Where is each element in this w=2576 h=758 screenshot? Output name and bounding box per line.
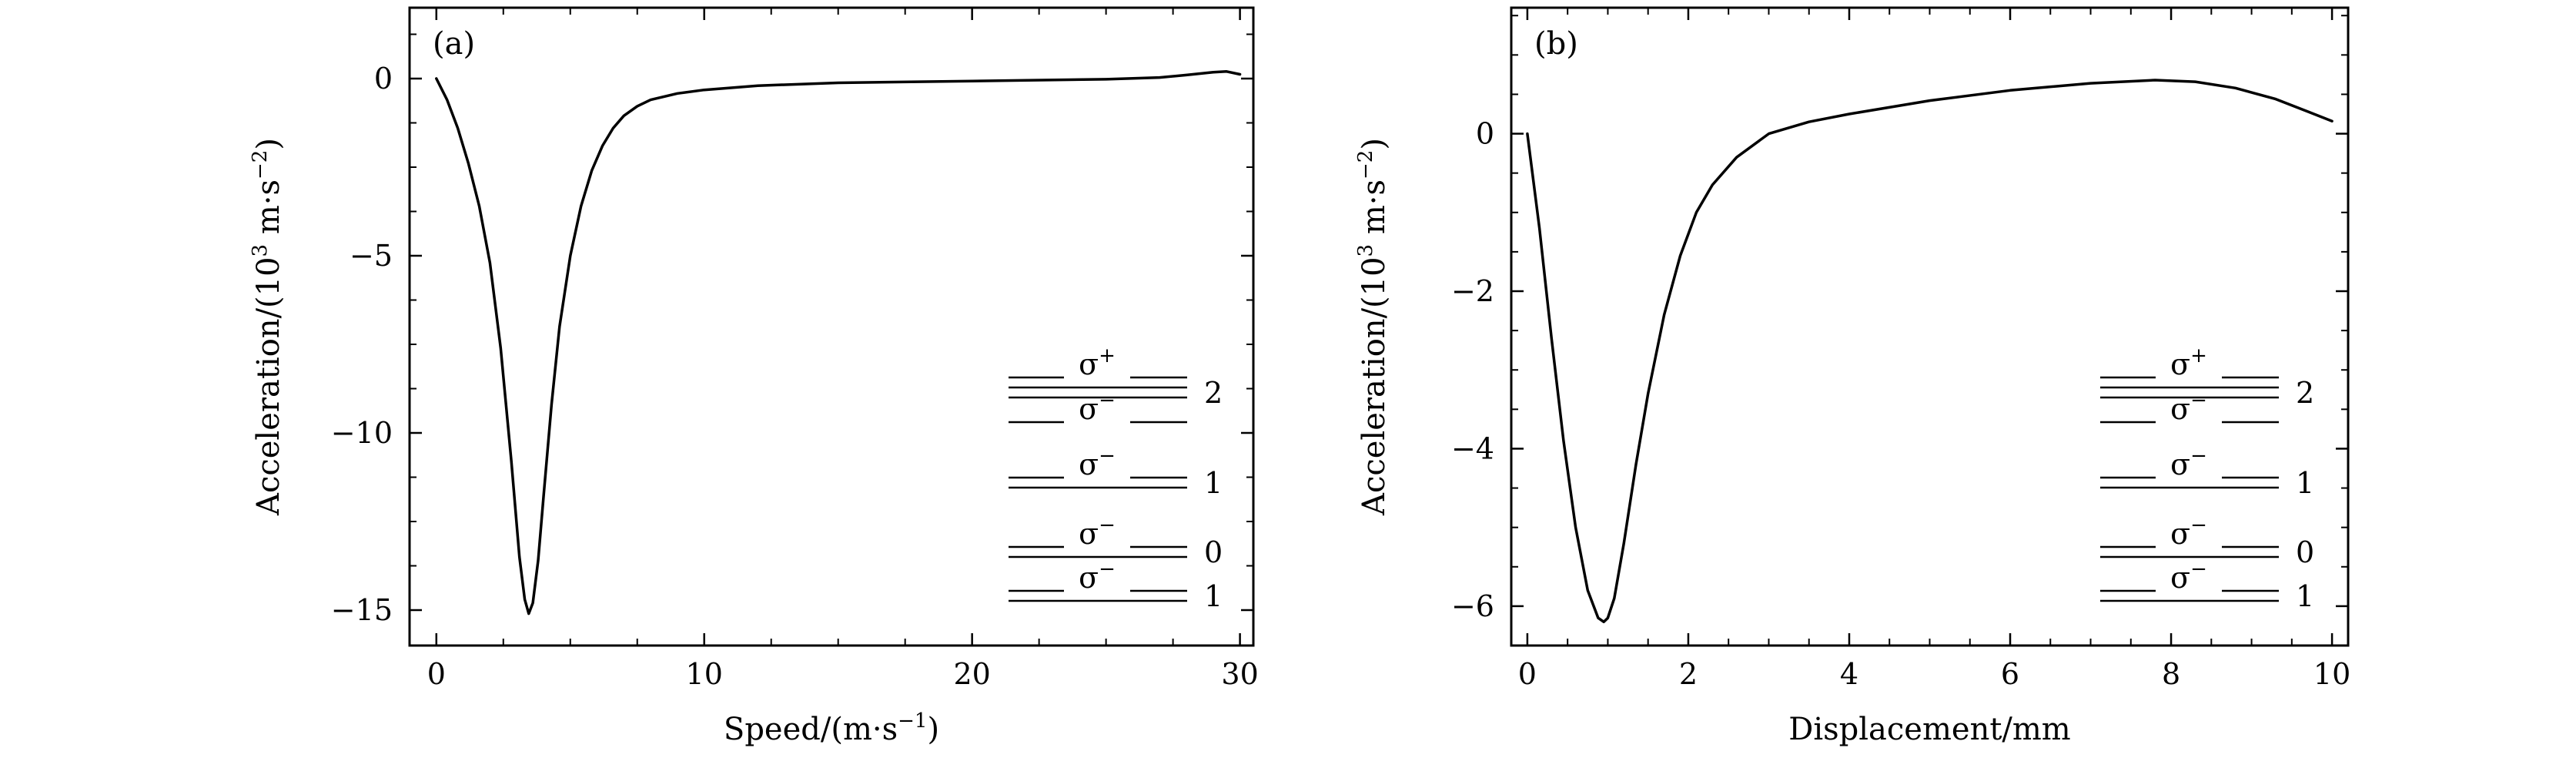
x-tick-label: 4: [1840, 657, 1858, 691]
x-axis-label-sup: −1: [898, 709, 927, 733]
legend-sigma: σ: [2170, 517, 2190, 551]
panel-label: (a): [433, 26, 475, 62]
legend-level-number: 0: [1204, 535, 1223, 569]
plot-frame: [408, 6, 1255, 647]
y-tick-label: 0: [374, 62, 393, 96]
legend-sigma: σ: [1079, 392, 1099, 426]
y-axis-label-sup: 3: [249, 244, 272, 257]
y-axis-label-unit: m·s: [1357, 179, 1392, 244]
legend-entry: σ− 1: [1009, 558, 1223, 613]
level-legend: σ+2σ−σ−1σ−0σ−1: [2100, 344, 2314, 613]
y-tick-label: −2: [1451, 274, 1494, 308]
legend-sigma-label: σ−: [1079, 444, 1116, 481]
legend-level-number: 1: [1204, 579, 1223, 613]
plot-frame: [1510, 6, 2350, 647]
legend-sigma: σ: [2170, 561, 2190, 595]
legend-level-number: 2: [1204, 376, 1223, 410]
series-line: [435, 70, 1242, 615]
y-axis-label: Acceleration/(103 m·s−2): [1354, 138, 1392, 516]
y-axis-label-sup2: −2: [1354, 150, 1377, 179]
x-tick-label: 10: [2313, 657, 2350, 691]
y-axis-label: Acceleration/(103 m·s−2): [249, 138, 286, 516]
y-tick-label: −5: [350, 239, 393, 273]
legend-entry: σ− 1: [2100, 444, 2314, 500]
legend-sigma-label: σ−: [1079, 514, 1116, 551]
legend-entry: σ+2: [1009, 344, 1223, 410]
legend-sigma-sup: −: [1099, 514, 1116, 537]
legend-sigma: σ: [2170, 392, 2190, 426]
series-line: [1526, 79, 2333, 624]
y-axis-label-text: Acceleration/(10: [251, 257, 286, 516]
legend-sigma: σ: [2170, 347, 2190, 381]
x-tick-label: 2: [1679, 657, 1698, 691]
legend-entry: σ−: [1009, 389, 1187, 426]
y-axis-label-suffix: ): [251, 138, 286, 150]
legend-entry: σ− 1: [2100, 558, 2314, 613]
legend-entry: σ+2: [2100, 344, 2314, 410]
legend-sigma-sup: +: [2190, 344, 2207, 367]
legend-sigma-sup: −: [1099, 558, 1116, 581]
y-axis-label-sup: 3: [1354, 244, 1377, 257]
legend-sigma-sup: +: [1099, 344, 1116, 367]
legend-sigma-label: σ−: [1079, 558, 1116, 595]
y-axis-label-unit: m·s: [251, 179, 286, 244]
chart-panel-a: 0 10 20 300−5−10−15(a)Speed/(m·s−1)Accelera…: [249, 6, 1259, 747]
legend-sigma-label: σ−: [2170, 514, 2207, 551]
legend-sigma-sup: −: [2190, 514, 2207, 537]
legend-sigma-sup: −: [2190, 389, 2207, 412]
y-axis-label-sup2: −2: [249, 150, 272, 179]
legend-sigma-label: σ+: [1079, 344, 1116, 381]
legend-sigma-label: σ+: [2170, 344, 2207, 381]
legend-sigma-sup: −: [1099, 389, 1116, 412]
legend-level-number: 1: [1204, 466, 1223, 500]
y-tick-label: −15: [331, 593, 393, 627]
x-tick-label: 20: [953, 657, 990, 691]
legend-sigma-label: σ−: [1079, 389, 1116, 426]
legend-entry: σ− 1: [1009, 444, 1223, 500]
legend-level-number: 1: [2296, 466, 2314, 500]
legend-sigma-sup: −: [2190, 444, 2207, 468]
level-legend: σ+2σ−σ−1σ−0σ−1: [1009, 344, 1223, 613]
x-tick-label: 0: [1518, 657, 1537, 691]
x-axis-label-suffix: ): [927, 712, 939, 747]
y-axis-label-suffix: ): [1357, 138, 1392, 150]
x-tick-label: 6: [2001, 657, 2019, 691]
panel-label: (b): [1534, 26, 1578, 62]
legend-entry: σ− 0: [2100, 514, 2314, 569]
x-axis-label-text: Displacement/mm: [1788, 712, 2070, 747]
y-tick-label: −4: [1451, 431, 1494, 465]
legend-sigma-label: σ−: [2170, 389, 2207, 426]
x-axis-label: Speed/(m·s−1): [724, 709, 939, 747]
x-axis-label-text: Speed/(m·s: [724, 712, 898, 747]
y-tick-label: −6: [1451, 589, 1494, 623]
legend-sigma: σ: [1079, 448, 1099, 481]
chart-panel-b: 0 2 4 6 8 100−2−4−6(b)Displacement/mmAccelera…: [1354, 6, 2350, 747]
legend-sigma-label: σ−: [2170, 558, 2207, 595]
legend-level-number: 0: [2296, 535, 2314, 569]
legend-sigma-sup: −: [2190, 558, 2207, 581]
legend-sigma: σ: [1079, 561, 1099, 595]
y-tick-label: 0: [1476, 117, 1494, 151]
legend-sigma: σ: [1079, 517, 1099, 551]
legend-entry: σ− 0: [1009, 514, 1223, 569]
x-tick-label: 30: [1221, 657, 1258, 691]
y-tick-label: −10: [331, 416, 393, 450]
x-tick-label: 0: [427, 657, 446, 691]
legend-entry: σ−: [2100, 389, 2279, 426]
x-tick-label: 8: [2162, 657, 2180, 691]
legend-sigma-label: σ−: [2170, 444, 2207, 481]
x-axis-label: Displacement/mm: [1788, 712, 2070, 747]
legend-sigma-sup: −: [1099, 444, 1116, 468]
legend-level-number: 2: [2296, 376, 2314, 410]
legend-sigma: σ: [1079, 347, 1099, 381]
legend-level-number: 1: [2296, 579, 2314, 613]
legend-sigma: σ: [2170, 448, 2190, 481]
y-axis-label-text: Acceleration/(10: [1357, 257, 1392, 516]
x-tick-label: 10: [686, 657, 723, 691]
